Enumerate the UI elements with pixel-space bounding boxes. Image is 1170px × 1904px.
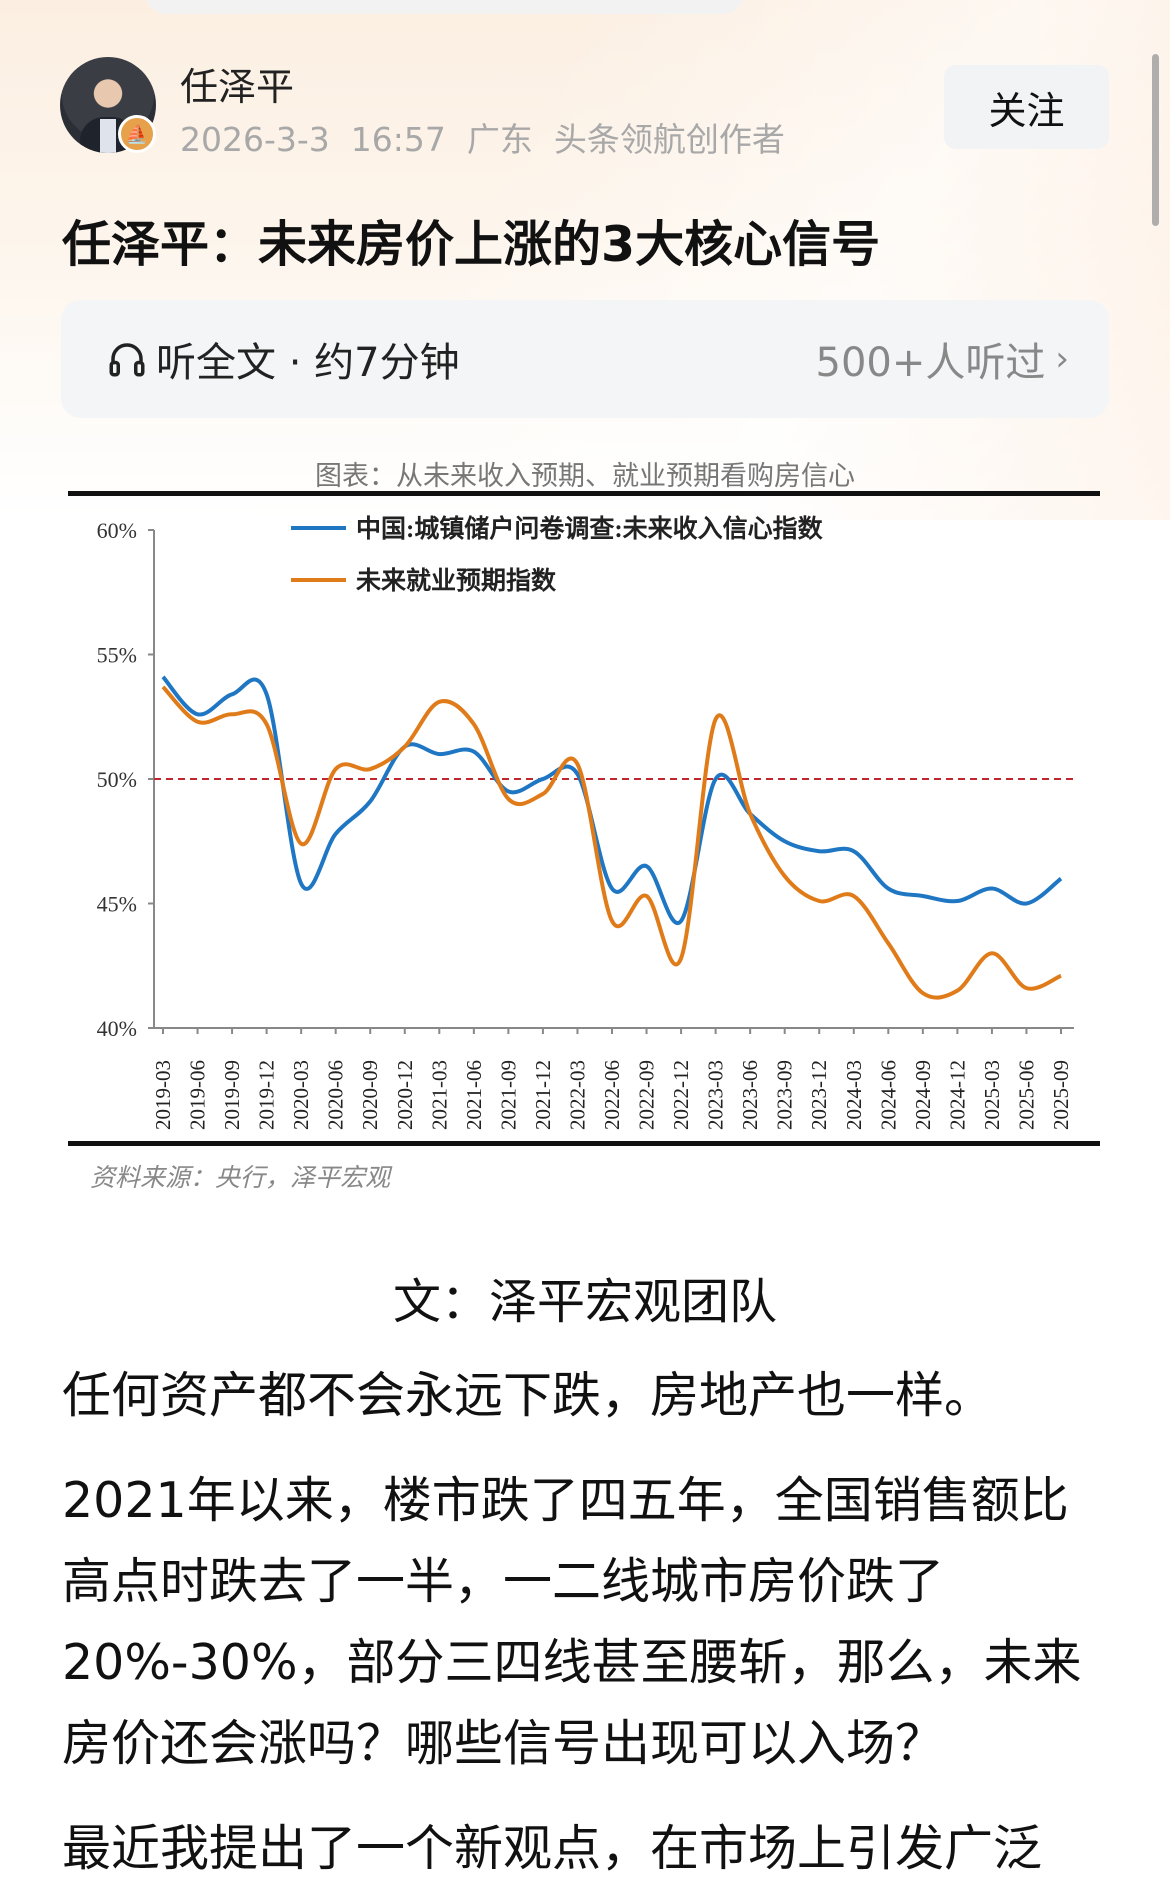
x-tick-label: 2023-09	[773, 1060, 797, 1130]
paragraph-line: 房价还会涨吗？哪些信号出现可以入场？	[62, 1715, 945, 1772]
audio-label: 听全文 · 约7分钟	[156, 340, 460, 386]
listen-full-text-button[interactable]: 听全文 · 约7分钟 500+人听过 ›	[61, 300, 1109, 418]
x-tick-label: 2020-06	[324, 1060, 348, 1130]
x-tick-label: 2025-09	[1049, 1060, 1073, 1130]
x-tick-label: 2019-12	[255, 1060, 279, 1130]
x-tick-label: 2022-12	[669, 1060, 693, 1130]
chevron-right-icon: ›	[1055, 339, 1069, 379]
x-tick-label: 2025-03	[980, 1060, 1004, 1130]
x-tick-label: 2024-12	[945, 1060, 969, 1130]
search-bar[interactable]	[145, 0, 745, 14]
paragraph-line: 20%-30%，部分三四线甚至腰斩，那么，未来	[62, 1634, 1082, 1691]
follow-button[interactable]: 关注	[944, 65, 1109, 149]
x-tick-label: 2023-06	[738, 1060, 762, 1130]
chart-source: 资料来源：央行，泽平宏观	[90, 1163, 391, 1192]
x-tick-label: 2020-09	[358, 1060, 382, 1130]
legend-label-1: 中国:城镇储户问卷调查:未来收入信心指数	[356, 514, 824, 543]
paragraph-line: 高点时跌去了一半，一二线城市房价跌了	[62, 1553, 945, 1610]
listener-count: 500+人听过	[815, 340, 1046, 386]
scrollbar[interactable]	[1152, 54, 1159, 226]
x-tick-label: 2025-06	[1014, 1060, 1038, 1130]
legend-label-2: 未来就业预期指数	[356, 567, 557, 595]
x-tick-label: 2022-03	[565, 1060, 589, 1130]
x-tick-label: 2023-12	[807, 1060, 831, 1130]
y-tick-label: 40%	[97, 1016, 137, 1041]
paragraph-line: 最近我提出了一个新观点，在市场上引发广泛	[62, 1820, 1043, 1877]
byline: 文：泽平宏观团队	[392, 1274, 777, 1330]
x-tick-label: 2022-09	[635, 1060, 659, 1130]
x-tick-label: 2019-06	[186, 1060, 210, 1130]
x-tick-label: 2019-09	[220, 1060, 244, 1130]
x-tick-label: 2021-12	[531, 1060, 555, 1130]
y-tick-label: 45%	[97, 892, 137, 917]
chart-title: 图表：从未来收入预期、就业预期看购房信心	[315, 461, 855, 492]
x-tick-label: 2019-03	[151, 1060, 175, 1130]
x-tick-label: 2024-06	[876, 1060, 900, 1130]
series-line-2	[161, 685, 1062, 1000]
post-meta: 2026-3-3 16:57 广东 头条领航创作者	[180, 120, 785, 159]
line-chart: 40% 45% 50% 55% 60% 2019-03 2019-06 2019-09 2019…	[97, 514, 1074, 1130]
x-tick-label: 2021-03	[427, 1060, 451, 1130]
x-tick-label: 2024-03	[842, 1060, 866, 1130]
x-tick-label: 2022-06	[600, 1060, 624, 1130]
paragraph-3: 最近我提出了一个新观点，在市场上引发广泛	[62, 1808, 1042, 1889]
x-tick-label: 2023-03	[704, 1060, 728, 1130]
paragraph-line: 2021年以来，楼市跌了四五年，全国销售额比	[62, 1472, 1069, 1529]
headphones-icon	[109, 343, 145, 377]
chart-top-rule	[68, 491, 1100, 496]
x-tick-label: 2021-09	[496, 1060, 520, 1130]
creator-badge-icon: ⛵	[118, 115, 156, 153]
y-tick-label: 60%	[97, 518, 137, 543]
x-tick-label: 2020-03	[289, 1060, 313, 1130]
y-tick-label: 50%	[97, 767, 137, 792]
paragraph-line: 任何资产都不会永远下跌，房地产也一样。	[62, 1367, 994, 1424]
series-line-1	[161, 675, 1063, 926]
x-tick-label: 2021-06	[462, 1060, 486, 1130]
author-name[interactable]: 任泽平	[180, 65, 295, 109]
paragraph-1: 任何资产都不会永远下跌，房地产也一样。	[62, 1355, 993, 1436]
article-title: 任泽平：未来房价上涨的3大核心信号	[62, 216, 881, 273]
chart-bottom-rule	[68, 1141, 1100, 1146]
x-tick-label: 2024-09	[911, 1060, 935, 1130]
y-tick-label: 55%	[97, 643, 137, 668]
x-tick-label: 2020-12	[393, 1060, 417, 1130]
paragraph-2: 2021年以来，楼市跌了四五年，全国销售额比 高点时跌去了一半，一二线城市房价跌…	[62, 1460, 1082, 1784]
